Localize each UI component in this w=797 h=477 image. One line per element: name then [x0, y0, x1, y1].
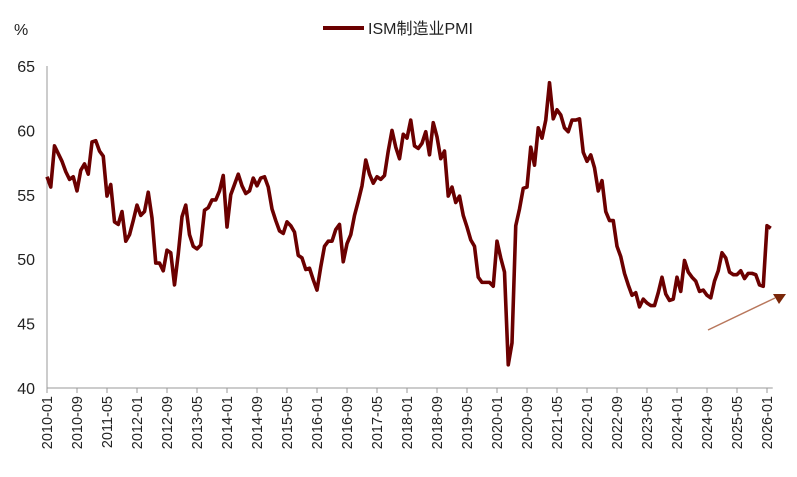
x-tick-label: 2021-05: [550, 396, 566, 449]
x-tick-label: 2020-01: [490, 396, 506, 449]
x-tick-label: 2023-05: [640, 396, 656, 449]
x-tick-label: 2013-05: [190, 396, 206, 449]
x-tick-label: 2014-09: [250, 396, 266, 449]
arrow-shaft: [707, 297, 776, 331]
x-tick-label: 2018-01: [400, 396, 416, 449]
y-tick-label: 40: [17, 381, 35, 398]
x-tick-label: 2022-01: [580, 396, 596, 449]
x-tick-label: 2012-01: [130, 396, 146, 449]
x-tick-label: 2018-09: [430, 396, 446, 449]
x-tick-label: 2015-05: [280, 396, 296, 449]
legend-label: ISM制造业PMI: [368, 20, 473, 38]
x-tick-label: 2011-05: [100, 396, 116, 448]
series-line-ism-pmi: [45, 80, 772, 367]
x-tick-label: 2017-05: [370, 396, 386, 449]
y-tick-label: 55: [17, 188, 35, 205]
x-tick-label: 2016-01: [310, 396, 326, 449]
y-tick-label: 45: [17, 317, 35, 334]
y-tick-label: 50: [17, 252, 35, 269]
arrow-head-icon: [773, 294, 786, 304]
x-tick-label: 2024-09: [700, 396, 716, 449]
y-tick-label: 65: [17, 59, 35, 76]
x-tick-label: 2026-01: [760, 396, 776, 449]
y-axis-unit-label: %: [14, 22, 28, 39]
x-tick-label: 2014-01: [220, 396, 236, 449]
x-tick-label: 2022-09: [610, 396, 626, 449]
y-tick-label: 60: [17, 123, 35, 140]
x-tick-label: 2020-09: [520, 396, 536, 449]
x-tick-label: 2025-05: [730, 396, 746, 449]
y-axis: 40 45 50 55 60 65: [17, 59, 48, 398]
trend-arrow-annotation: [707, 294, 786, 331]
x-tick-label: 2010-09: [70, 396, 86, 449]
x-tick-label: 2016-09: [340, 396, 356, 449]
x-tick-label: 2019-05: [460, 396, 476, 449]
x-tick-label: 2012-09: [160, 396, 176, 449]
series-layer: [45, 80, 772, 367]
x-tick-label: 2010-01: [40, 396, 56, 449]
legend: ISM制造业PMI: [323, 20, 473, 38]
x-tick-label: 2024-01: [670, 396, 686, 449]
x-axis: 2010-01 2010-09 2011-05 2012-01 2012-09 2013-…: [40, 387, 776, 449]
